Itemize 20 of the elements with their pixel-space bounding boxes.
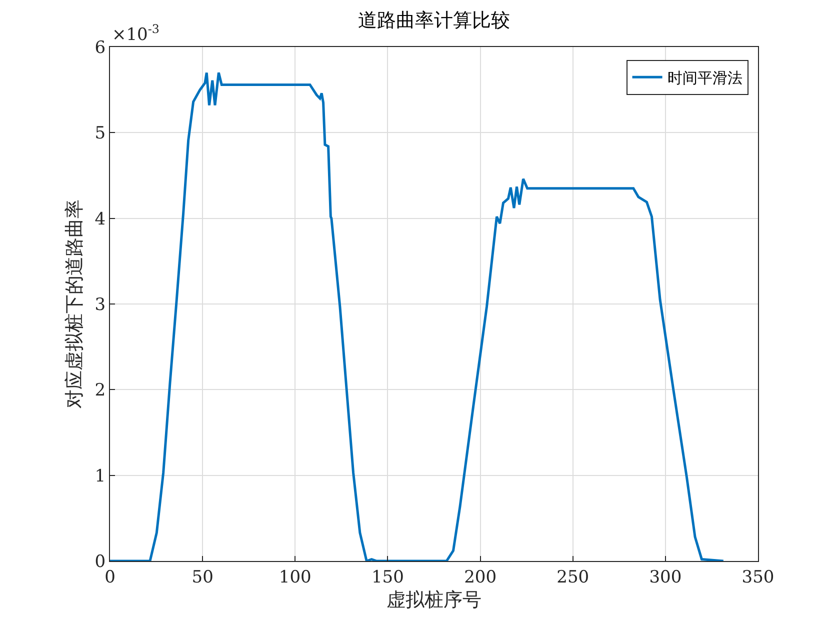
y-tick-label: 1 <box>94 466 106 486</box>
y-tick-label: 6 <box>94 38 106 58</box>
chart-title: 道路曲率计算比较 <box>358 10 510 32</box>
x-tick-label: 150 <box>371 567 404 588</box>
x-tick-label: 250 <box>556 567 590 588</box>
x-tick-label: 200 <box>464 567 497 588</box>
legend-label: 时间平滑法 <box>667 68 742 87</box>
line-series <box>110 71 725 561</box>
y-tick-label: 0 <box>94 552 106 572</box>
y-tick-label: 3 <box>94 294 106 315</box>
x-tick-label: 100 <box>278 567 312 588</box>
y-axis-title: 对应虚拟桩下的道路曲率 <box>64 200 86 408</box>
x-tick-label: 300 <box>649 567 682 588</box>
y-tick-label: 2 <box>94 380 106 401</box>
x-tick-label: 50 <box>192 567 214 588</box>
y-tick-label: 4 <box>94 209 106 230</box>
x-tick-label: 350 <box>742 567 774 588</box>
text: ×10$^{-3}$ <box>112 22 160 46</box>
y-tick-label: 5 <box>94 124 106 144</box>
x-axis-title: 虚拟桩序号 <box>386 589 482 612</box>
